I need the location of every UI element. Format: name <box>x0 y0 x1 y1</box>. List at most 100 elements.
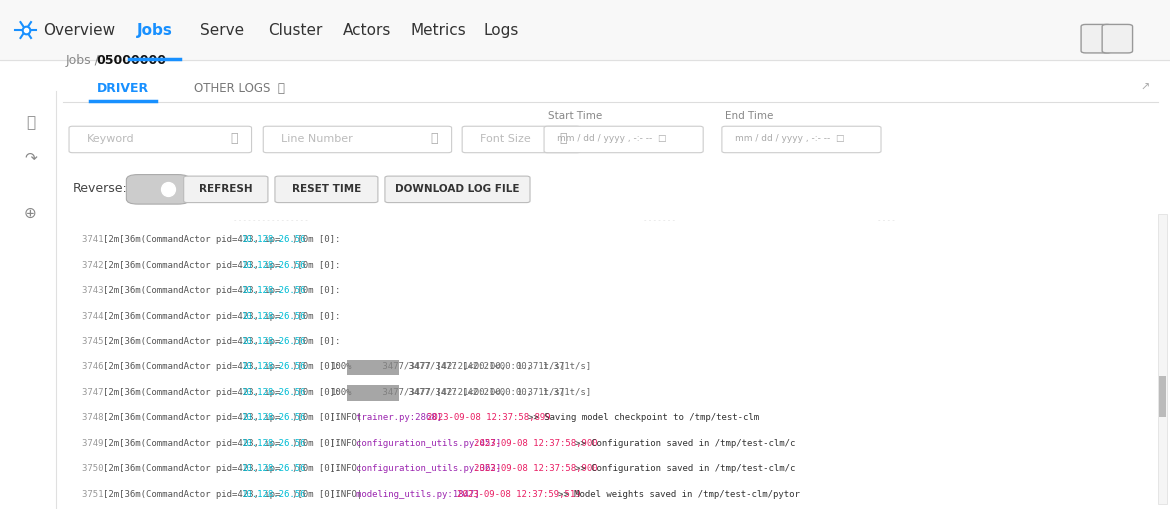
FancyBboxPatch shape <box>69 126 252 153</box>
Text: )[0m [0]:: )[0m [0]: <box>292 362 340 372</box>
Text: [2m[36m(CommandActor pid=423, ip=: [2m[36m(CommandActor pid=423, ip= <box>103 337 281 346</box>
Text: [INFO|: [INFO| <box>330 439 363 448</box>
FancyBboxPatch shape <box>184 176 268 203</box>
Text: [2m[36m(CommandActor pid=423, ip=: [2m[36m(CommandActor pid=423, ip= <box>103 362 281 372</box>
Text: 10.128.26.56: 10.128.26.56 <box>242 388 307 397</box>
Text: [2m[36m(CommandActor pid=423, ip=: [2m[36m(CommandActor pid=423, ip= <box>103 413 281 422</box>
Text: modeling_utils.py:1847]: modeling_utils.py:1847] <box>356 490 484 499</box>
Text: Serve: Serve <box>200 22 245 38</box>
Text: trainer.py:2868]: trainer.py:2868] <box>356 413 447 422</box>
Text: 05000000: 05000000 <box>96 53 166 67</box>
Text: )[0m [0]:: )[0m [0]: <box>292 388 340 397</box>
FancyBboxPatch shape <box>263 126 452 153</box>
Text: 3477/3477 [42:21<00:00,  1.371t/s]: 3477/3477 [42:21<00:00, 1.371t/s] <box>377 362 565 372</box>
Text: Actors: Actors <box>343 22 392 38</box>
Text: Jobs /: Jobs / <box>66 53 103 67</box>
FancyBboxPatch shape <box>275 176 378 203</box>
Text: [2m[36m(CommandActor pid=423, ip=: [2m[36m(CommandActor pid=423, ip= <box>103 312 281 321</box>
Text: 3747: 3747 <box>82 388 109 397</box>
Text: 3750: 3750 <box>82 464 109 473</box>
Text: )[0m [0]:: )[0m [0]: <box>292 235 340 244</box>
FancyBboxPatch shape <box>544 126 703 153</box>
Text: 3744: 3744 <box>82 312 109 321</box>
Text: 10.128.26.56: 10.128.26.56 <box>242 413 307 422</box>
Text: Reverse:: Reverse: <box>73 182 128 195</box>
Text: )[0m [0]:: )[0m [0]: <box>292 337 340 346</box>
Text: )[0m [0]:: )[0m [0]: <box>292 413 340 422</box>
Text: configuration_utils.py:362]: configuration_utils.py:362] <box>356 464 507 473</box>
Text: )[0m [0]:: )[0m [0]: <box>292 286 340 295</box>
Text: [INFO|: [INFO| <box>330 490 363 499</box>
Text: - - - -: - - - - <box>878 217 894 223</box>
Text: 3745: 3745 <box>82 337 109 346</box>
Text: 3746: 3746 <box>82 362 109 372</box>
Bar <box>1158 376 1165 417</box>
FancyBboxPatch shape <box>385 176 530 203</box>
FancyBboxPatch shape <box>1081 24 1112 53</box>
Text: - - - - - - - - - - - - - - - -: - - - - - - - - - - - - - - - - <box>234 217 308 223</box>
FancyBboxPatch shape <box>1102 24 1133 53</box>
Text: DRIVER: DRIVER <box>97 81 149 95</box>
Text: )[0m [0]:: )[0m [0]: <box>292 312 340 321</box>
Text: [2m[36m(CommandActor pid=423, ip=: [2m[36m(CommandActor pid=423, ip= <box>103 439 281 448</box>
Text: Logs: Logs <box>483 22 518 38</box>
Text: 2023-09-08 12:37:59,519: 2023-09-08 12:37:59,519 <box>456 490 586 499</box>
Text: 10.128.26.56: 10.128.26.56 <box>242 312 307 321</box>
Text: )[0m [0]:: )[0m [0]: <box>292 490 340 499</box>
Text: 3743: 3743 <box>82 286 109 295</box>
Text: Metrics: Metrics <box>411 22 467 38</box>
Text: >> Saving model checkpoint to /tmp/test-clm: >> Saving model checkpoint to /tmp/test-… <box>529 413 759 422</box>
FancyBboxPatch shape <box>126 175 190 204</box>
Text: Cluster: Cluster <box>268 22 322 38</box>
Text: )[0m [0]:: )[0m [0]: <box>292 439 340 448</box>
Text: End Time: End Time <box>725 110 773 121</box>
Text: - - - - - - -: - - - - - - - <box>644 217 674 223</box>
Text: Overview: Overview <box>43 22 116 38</box>
Bar <box>63 80 1170 509</box>
Bar <box>0 0 1170 60</box>
Text: )[0m [0]:: )[0m [0]: <box>292 261 340 270</box>
Bar <box>347 360 399 375</box>
Text: 2023-09-08 12:37:58,899: 2023-09-08 12:37:58,899 <box>427 413 556 422</box>
Text: Font Size: Font Size <box>480 134 530 144</box>
Text: 10.128.26.56: 10.128.26.56 <box>242 464 307 473</box>
Text: [2m[36m(CommandActor pid=423, ip=: [2m[36m(CommandActor pid=423, ip= <box>103 388 281 397</box>
Text: 3477/3477 [42:21<00:00,  1.371t/s]: 3477/3477 [42:21<00:00, 1.371t/s] <box>404 388 592 397</box>
Text: 10.128.26.56: 10.128.26.56 <box>242 362 307 372</box>
Text: DOWNLOAD LOG FILE: DOWNLOAD LOG FILE <box>395 184 519 194</box>
FancyBboxPatch shape <box>462 126 580 153</box>
Text: 3742: 3742 <box>82 261 109 270</box>
Text: REFRESH: REFRESH <box>199 184 253 194</box>
Text: Start Time: Start Time <box>548 110 601 121</box>
Text: RESET TIME: RESET TIME <box>291 184 362 194</box>
Text: 10.128.26.56: 10.128.26.56 <box>242 261 307 270</box>
Text: [2m[36m(CommandActor pid=423, ip=: [2m[36m(CommandActor pid=423, ip= <box>103 235 281 244</box>
Text: OTHER LOGS  ⧉: OTHER LOGS ⧉ <box>194 81 285 95</box>
Text: >> Model weights saved in /tmp/test-clm/pytor: >> Model weights saved in /tmp/test-clm/… <box>558 490 800 499</box>
Text: 3751: 3751 <box>82 490 109 499</box>
Text: 100%: 100% <box>330 362 352 372</box>
Text: )[0m [0]:: )[0m [0]: <box>292 464 340 473</box>
Text: Line Number: Line Number <box>281 134 352 144</box>
Text: Jobs: Jobs <box>137 22 172 38</box>
Text: ⌕: ⌕ <box>431 132 438 146</box>
Bar <box>347 385 399 401</box>
Bar <box>1158 214 1168 504</box>
Text: 3748: 3748 <box>82 413 109 422</box>
Text: ↷: ↷ <box>25 150 36 165</box>
Text: ↗: ↗ <box>1141 83 1150 93</box>
Text: Keyword: Keyword <box>87 134 135 144</box>
Text: 10.128.26.56: 10.128.26.56 <box>242 235 307 244</box>
Text: configuration_utils.py:457]: configuration_utils.py:457] <box>356 439 507 448</box>
Text: 3741: 3741 <box>82 235 109 244</box>
Text: 2023-09-08 12:37:58,900: 2023-09-08 12:37:58,900 <box>474 464 603 473</box>
Text: [2m[36m(CommandActor pid=423, ip=: [2m[36m(CommandActor pid=423, ip= <box>103 490 281 499</box>
Text: 10.128.26.56: 10.128.26.56 <box>242 337 307 346</box>
Text: 100%: 100% <box>330 388 352 397</box>
Text: 3477/3477 [42:21<00:00,  1.371t/s]: 3477/3477 [42:21<00:00, 1.371t/s] <box>404 362 592 372</box>
Text: ⌕: ⌕ <box>230 132 238 146</box>
Text: 10.128.26.56: 10.128.26.56 <box>242 490 307 499</box>
Text: [2m[36m(CommandActor pid=423, ip=: [2m[36m(CommandActor pid=423, ip= <box>103 464 281 473</box>
Text: 3749: 3749 <box>82 439 109 448</box>
Text: 10.128.26.56: 10.128.26.56 <box>242 439 307 448</box>
